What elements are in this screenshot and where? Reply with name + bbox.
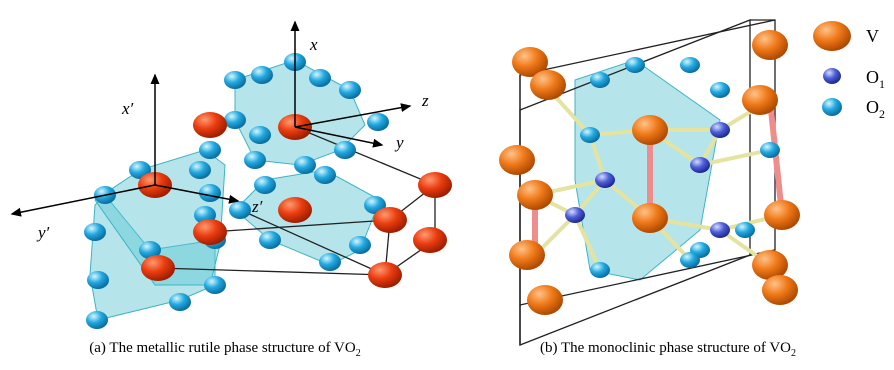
o-atom xyxy=(199,141,221,159)
caption-text: (b) The monoclinic phase structure of VO xyxy=(540,340,791,356)
o-atom xyxy=(229,201,251,219)
o-atom xyxy=(367,113,389,131)
o1-atom xyxy=(565,207,585,223)
v-atom xyxy=(499,145,535,175)
axis-label: z′ xyxy=(251,197,263,216)
o-atom xyxy=(249,126,271,144)
o2-atom xyxy=(580,127,600,143)
legend-symbol: O xyxy=(866,97,879,117)
legend-swatch xyxy=(813,21,851,51)
axis-label: x xyxy=(309,35,318,54)
o-atom xyxy=(204,276,226,294)
o1-atom xyxy=(710,222,730,238)
o1-atom xyxy=(690,157,710,173)
legend-label: V xyxy=(866,26,879,46)
v-atom xyxy=(632,115,668,145)
v-atom xyxy=(762,275,798,305)
o-atom xyxy=(349,236,371,254)
o-atom xyxy=(244,151,266,169)
v-atom xyxy=(141,255,175,281)
caption-subscript: 2 xyxy=(791,348,796,359)
o2-atom xyxy=(710,82,730,98)
legend: V O1 O2 xyxy=(813,21,885,121)
v-atom xyxy=(373,207,407,233)
caption: (a) The metallic rutile phase structure … xyxy=(89,340,360,359)
axis-label: y xyxy=(394,133,404,152)
v-atom xyxy=(368,262,402,288)
legend-swatch xyxy=(823,68,841,84)
legend-label: O1 xyxy=(866,67,885,91)
legend-subscript: 2 xyxy=(879,107,885,121)
o-atom xyxy=(294,156,316,174)
o2-atom xyxy=(680,57,700,73)
o-atom xyxy=(309,69,331,87)
o-atom xyxy=(259,231,281,249)
o2-atom xyxy=(590,262,610,278)
caption-text: (a) The metallic rutile phase structure … xyxy=(89,340,356,356)
o2-atom xyxy=(760,142,780,158)
o1-atom xyxy=(595,172,615,188)
axis-label: y′ xyxy=(36,223,50,242)
v-atom xyxy=(517,180,553,210)
o-atom xyxy=(199,184,221,202)
v-atom xyxy=(764,200,800,230)
o-atom xyxy=(251,66,273,84)
v-atom xyxy=(530,70,566,100)
o1-atom xyxy=(710,122,730,138)
v-atom xyxy=(278,197,312,223)
o2-atom xyxy=(625,57,645,73)
v-atom xyxy=(752,30,788,60)
legend-swatch xyxy=(822,98,842,116)
legend-symbol: V xyxy=(866,26,879,46)
caption: (b) The monoclinic phase structure of VO… xyxy=(540,340,796,359)
v-atom xyxy=(742,85,778,115)
caption-subscript: 2 xyxy=(356,348,361,359)
v-atom xyxy=(418,172,452,198)
figure: x′ y′ z′ x z y V O1 O2 (a) The metallic … xyxy=(0,0,894,365)
v-atom xyxy=(193,219,227,245)
o-atom xyxy=(224,71,246,89)
o-atom xyxy=(84,223,106,241)
o-atom xyxy=(314,166,336,184)
v-atom xyxy=(413,227,447,253)
o-atom xyxy=(189,161,211,179)
o-atom xyxy=(334,141,356,159)
o-atom xyxy=(319,253,341,271)
v-atom xyxy=(509,240,545,270)
o-atom xyxy=(86,311,108,329)
axis-label: x′ xyxy=(121,99,134,118)
v-atom xyxy=(527,285,563,315)
o2-atom xyxy=(680,252,700,268)
o-atom xyxy=(339,81,361,99)
o-atom xyxy=(254,176,276,194)
v-atom xyxy=(632,203,668,233)
v-atom xyxy=(193,112,227,138)
legend-subscript: 1 xyxy=(879,77,885,91)
legend-label: O2 xyxy=(866,97,885,121)
o-atom xyxy=(87,271,109,289)
axis-label: z xyxy=(421,91,429,110)
o2-atom xyxy=(590,72,610,88)
legend-symbol: O xyxy=(866,67,879,87)
o-atom xyxy=(169,293,191,311)
o2-atom xyxy=(735,222,755,238)
o-atom xyxy=(224,111,246,129)
